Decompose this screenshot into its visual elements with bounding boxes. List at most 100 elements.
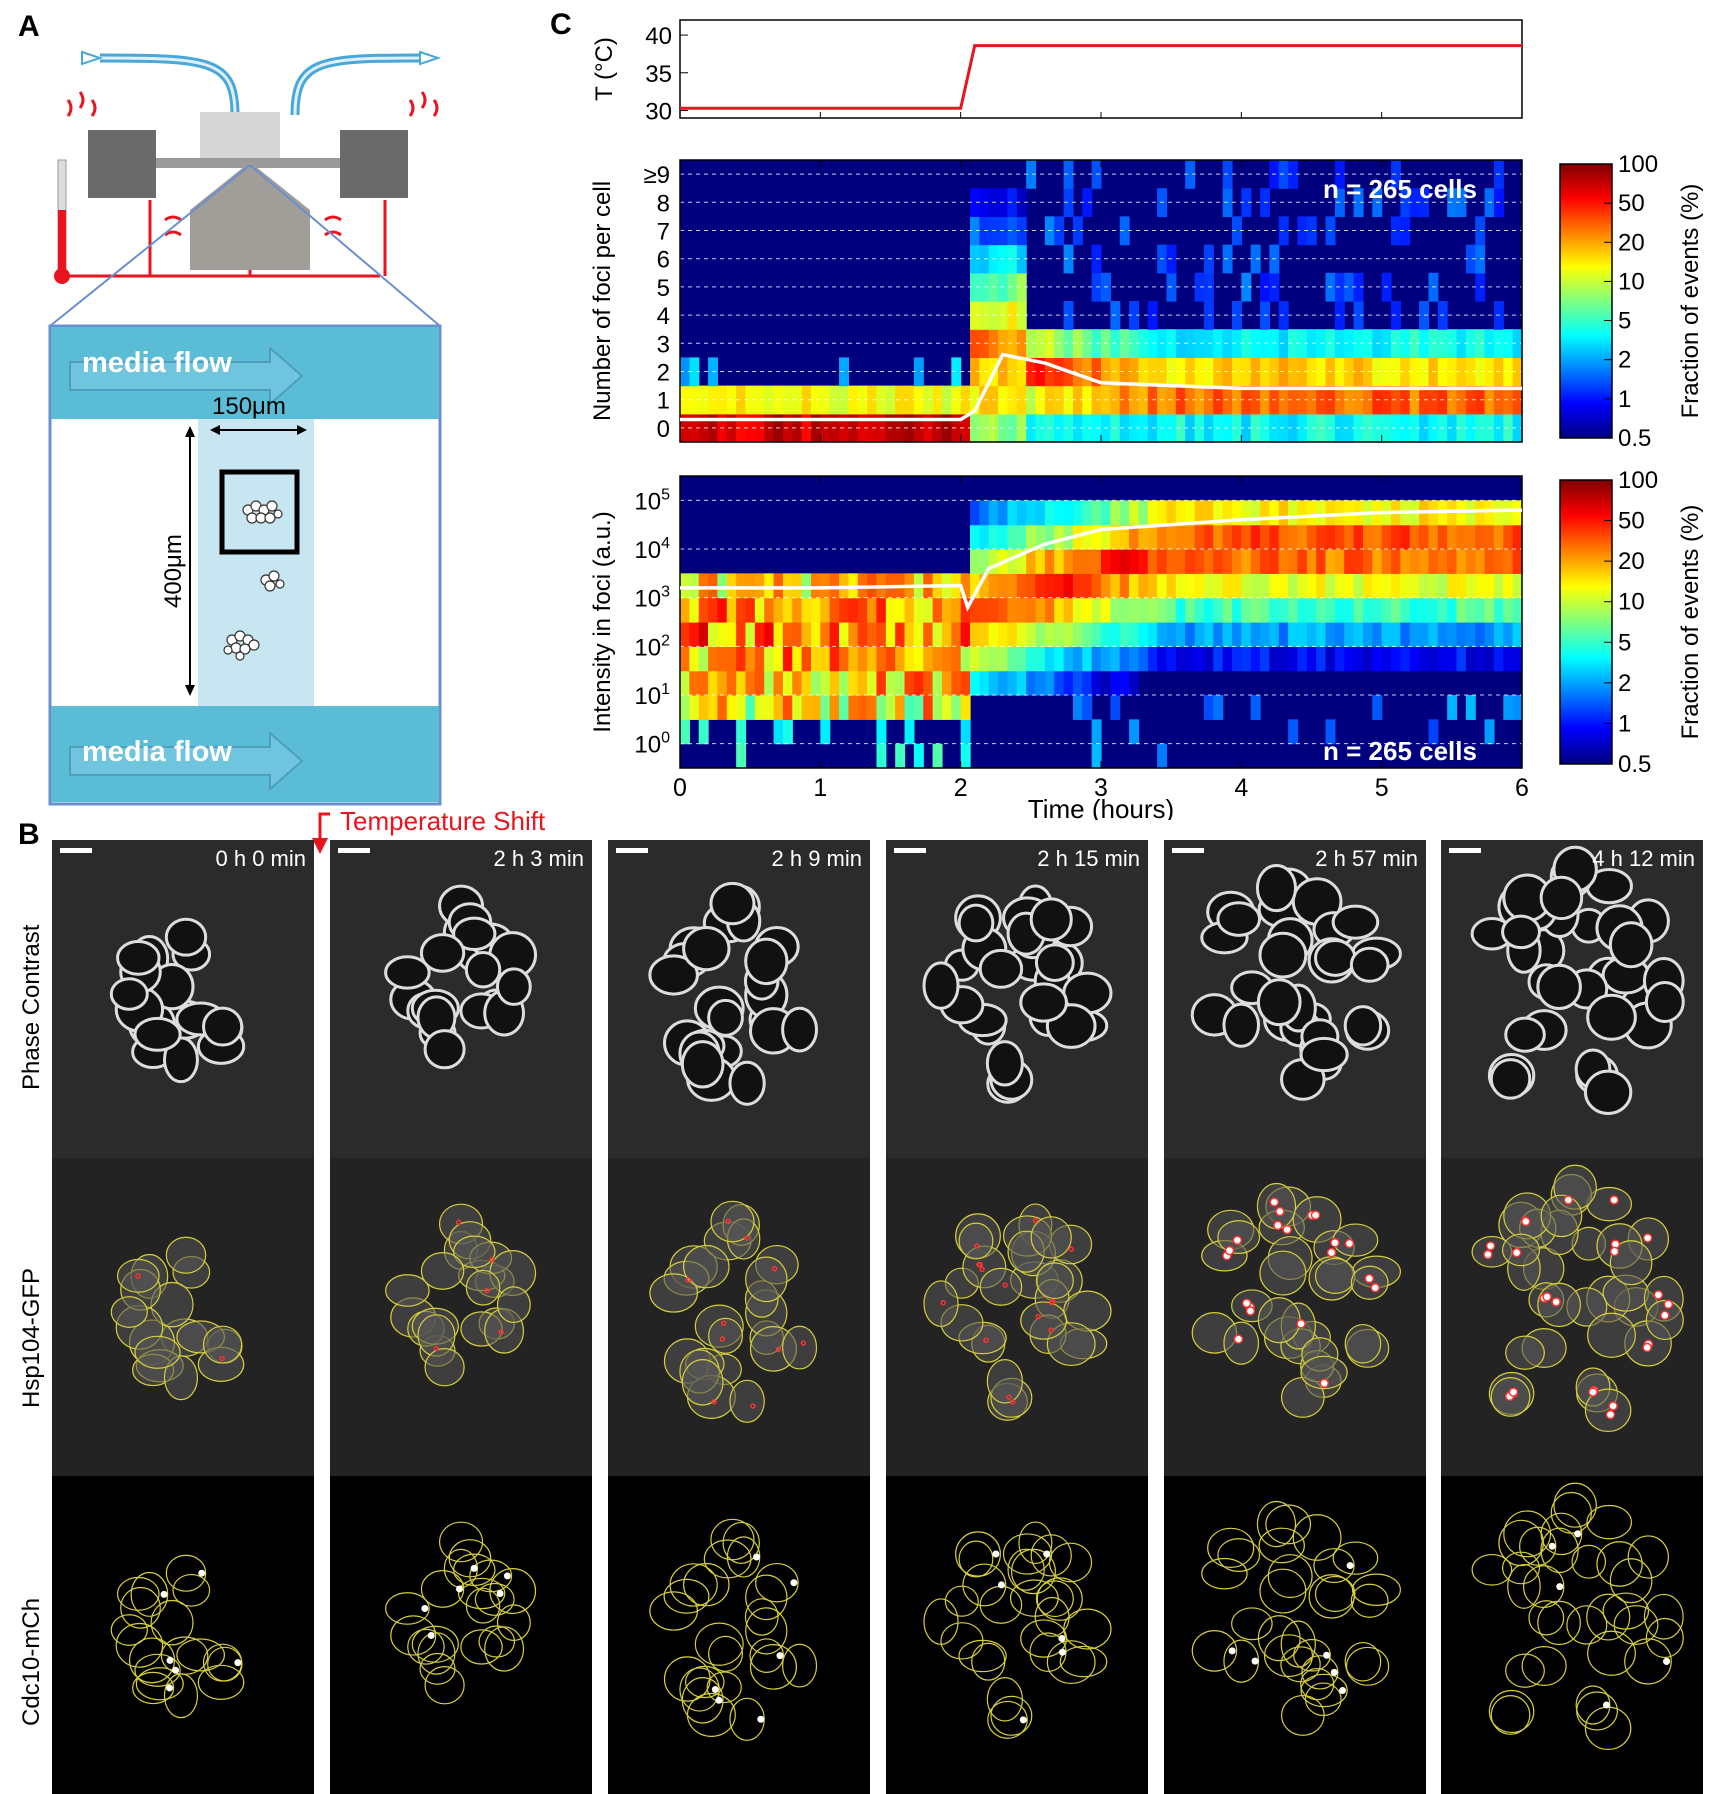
septin-ring (1574, 1530, 1582, 1538)
heatmap-cell (1091, 573, 1102, 599)
heatmap-cell (1222, 622, 1233, 647)
heatmap-cell (1016, 524, 1027, 550)
heatmap-cell (820, 622, 831, 647)
heatmap-cell (867, 695, 878, 720)
yeast-cell (419, 933, 466, 973)
cell-outline (1301, 1655, 1339, 1690)
cell-outline (722, 1521, 760, 1564)
heatmap-cell (1372, 524, 1383, 550)
heatmap-cell (1222, 524, 1233, 550)
heatmap-cell (1306, 216, 1317, 246)
heatmap-cell (1372, 622, 1383, 647)
cell-outline (744, 1598, 779, 1636)
cell-outline (1471, 1553, 1513, 1586)
heatmap-cell (689, 385, 700, 415)
x-axis-label: Time (hours) (1028, 794, 1174, 820)
heatmap-cell (1465, 244, 1476, 274)
cell-outline (755, 1562, 799, 1603)
heatmap-cell (1353, 357, 1364, 387)
heatmap-cell (1166, 549, 1177, 574)
heatmap-cell (1119, 216, 1130, 246)
heatmap-cell (1091, 524, 1102, 550)
cell-outline (1645, 1617, 1684, 1659)
heatmap-cell (1007, 216, 1018, 246)
heatmap-cell (708, 573, 719, 599)
yeast-cell (1331, 904, 1380, 940)
heatmap-cell (923, 646, 934, 672)
septin-ring (1548, 1542, 1556, 1550)
heatmap-cell (1447, 549, 1458, 574)
heatmap-cell (1129, 670, 1140, 696)
heatmap-cell (689, 670, 700, 696)
heatmap-cell (1316, 524, 1327, 550)
micrograph-image (648, 881, 819, 1106)
hsp104-focus (455, 1219, 462, 1226)
yeast-cell (709, 881, 756, 926)
heatmap-cell (1409, 646, 1420, 672)
hsp104-focus (979, 1266, 985, 1273)
heatmap-cell (876, 646, 887, 672)
hsp104-focus (771, 1265, 778, 1272)
cell-outline (663, 1578, 710, 1614)
heatmap-cell (913, 743, 924, 769)
heatmap-cell (1194, 385, 1205, 415)
heatmap-cell (773, 695, 784, 720)
heatmap-cell (1297, 500, 1308, 526)
heatmap-cell (1194, 272, 1205, 302)
heatmap-cell (970, 357, 980, 387)
heatmap-cell (1278, 549, 1289, 574)
heatmap-cell (1278, 646, 1289, 672)
heatmap-cell (1166, 597, 1177, 623)
heatmap-cell (1016, 622, 1027, 647)
scale-bar (338, 848, 370, 853)
heatmap-cell (1138, 524, 1149, 550)
heatmap-cell (745, 646, 756, 672)
heatmap-cell (1175, 646, 1186, 672)
cell-outline (424, 1348, 465, 1387)
heatmap-cell (1456, 329, 1467, 358)
heatmap-cell (1260, 500, 1270, 526)
heatmap-cell (1381, 646, 1392, 672)
heatmap-cell (1419, 597, 1430, 623)
heatmap-cell (1306, 622, 1317, 647)
heatmap-cell (1344, 597, 1355, 623)
heatmap-cell (1194, 597, 1205, 623)
heatmap-cell (848, 670, 859, 696)
heatmap-cell (801, 573, 812, 599)
heatmap-cell (1185, 385, 1196, 415)
heatmap-cell (1362, 549, 1373, 574)
heatmap-cell (1484, 597, 1495, 623)
heatmap-cell (1250, 622, 1261, 647)
heatmap-cell (754, 622, 765, 647)
heatmap-cell (848, 695, 859, 720)
heatmap-cell (680, 622, 690, 647)
heatmap-cell (1409, 622, 1420, 647)
colorbar-label: Fraction of events (%) (1677, 184, 1704, 419)
heatmap-cell (1484, 573, 1495, 599)
heatmap-cell (1157, 743, 1168, 769)
septin-ring (455, 1585, 463, 1593)
heatmap-cell (829, 695, 840, 720)
heatmap-cell (810, 413, 821, 443)
hsp104-focus (1032, 1217, 1039, 1224)
heatmap-cell (904, 622, 915, 647)
micrograph-gfp (1441, 1158, 1703, 1476)
heatmap-cell (1503, 524, 1514, 550)
micrograph-image (649, 1518, 818, 1741)
heatmap-cell (1063, 385, 1074, 415)
heatmap-cell (1456, 622, 1467, 647)
heatmap-cell (1054, 670, 1065, 696)
heatmap-cell (810, 573, 821, 599)
cell-outline (1257, 1615, 1301, 1662)
colorbar-tick-label: 2 (1618, 347, 1631, 374)
heatmap-cell (1465, 573, 1476, 599)
heatmap-cell (1063, 549, 1074, 574)
heatmap-cell (1091, 500, 1102, 526)
heatmap-cell (848, 385, 859, 415)
tick-exponent: 3 (661, 584, 670, 601)
cell-outline (460, 1629, 503, 1665)
heatmap-cell (1231, 597, 1242, 623)
heatmap-cell (1110, 573, 1121, 599)
cell-outline (1046, 1640, 1096, 1685)
cell-outline (987, 1700, 1028, 1739)
